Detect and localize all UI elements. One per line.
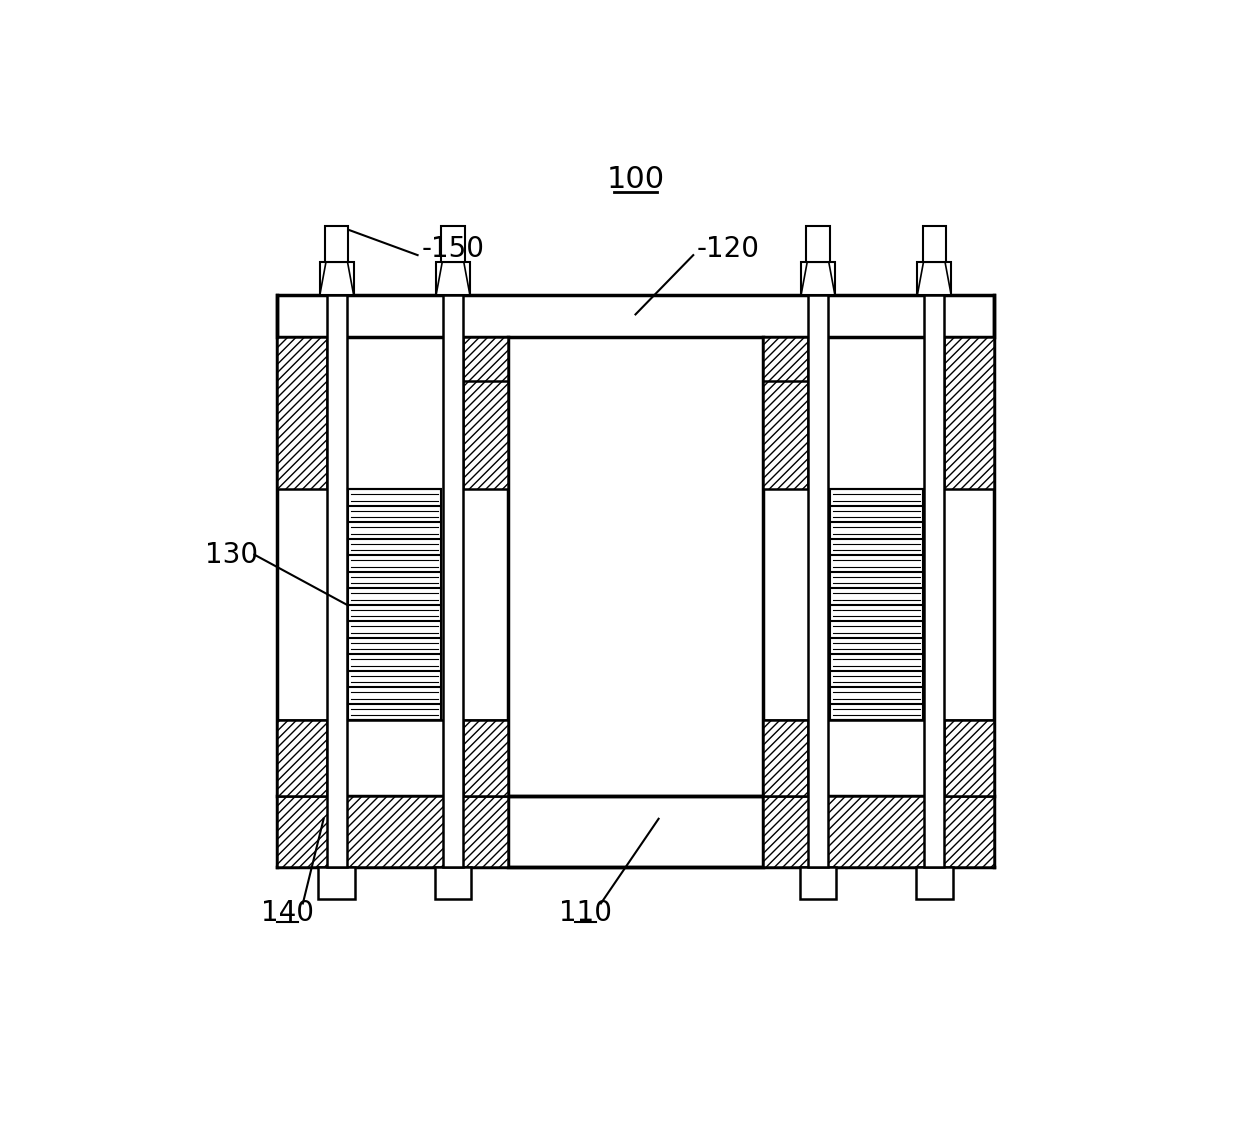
- Bar: [436, 262, 470, 295]
- Bar: [763, 795, 993, 866]
- Bar: [923, 226, 946, 262]
- Bar: [319, 866, 355, 899]
- Bar: [763, 720, 808, 795]
- Bar: [278, 295, 993, 336]
- Bar: [945, 720, 993, 795]
- Bar: [441, 226, 465, 262]
- Bar: [830, 489, 923, 720]
- Text: 100: 100: [606, 165, 665, 195]
- Bar: [508, 795, 763, 866]
- Text: 130: 130: [205, 541, 258, 568]
- Bar: [763, 336, 808, 489]
- Bar: [325, 226, 348, 262]
- Bar: [945, 336, 993, 489]
- Text: 110: 110: [559, 899, 613, 927]
- Bar: [924, 295, 945, 866]
- Bar: [808, 295, 828, 866]
- Bar: [806, 226, 830, 262]
- Text: 140: 140: [260, 899, 314, 927]
- Bar: [463, 720, 508, 795]
- Bar: [278, 720, 326, 795]
- Bar: [278, 336, 326, 489]
- Bar: [918, 262, 951, 295]
- Bar: [348, 489, 441, 720]
- Bar: [326, 295, 347, 866]
- Bar: [278, 795, 508, 866]
- Text: -150: -150: [422, 235, 485, 263]
- Bar: [463, 336, 508, 489]
- Bar: [801, 262, 835, 295]
- Bar: [800, 866, 837, 899]
- Bar: [320, 262, 353, 295]
- Bar: [443, 295, 463, 866]
- Bar: [434, 866, 471, 899]
- Text: -120: -120: [697, 235, 760, 263]
- Bar: [916, 866, 952, 899]
